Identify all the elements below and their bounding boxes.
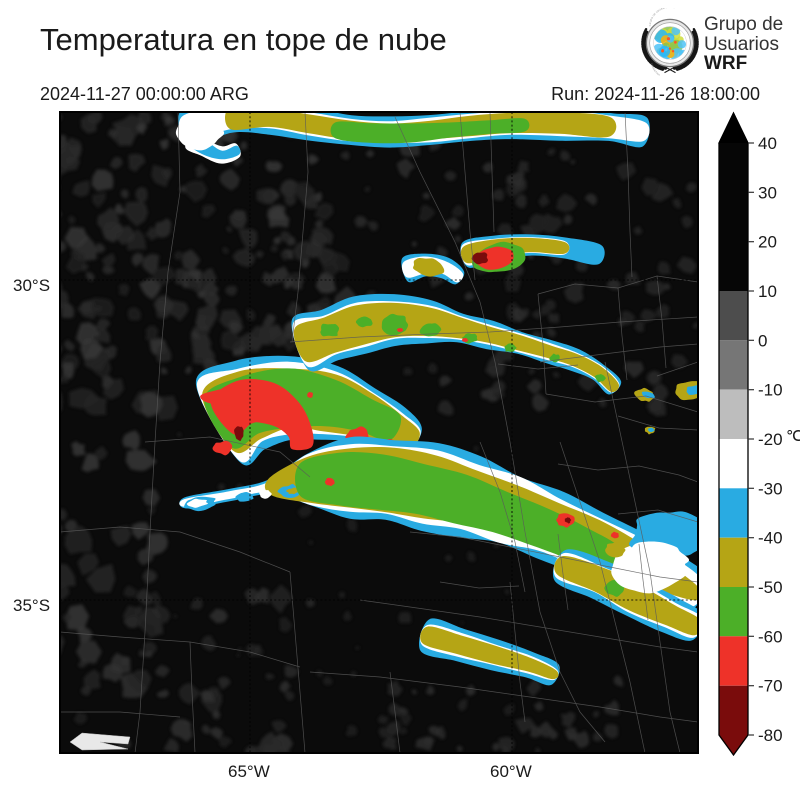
svg-text:-60: -60 xyxy=(758,627,783,646)
svg-text:0: 0 xyxy=(758,331,767,350)
svg-text:20: 20 xyxy=(758,233,777,252)
svg-text:30: 30 xyxy=(758,183,777,202)
svg-text:℃: ℃ xyxy=(786,428,800,445)
svg-text:-10: -10 xyxy=(758,381,783,400)
svg-text:-70: -70 xyxy=(758,677,783,696)
svg-text:-50: -50 xyxy=(758,578,783,597)
svg-text:-40: -40 xyxy=(758,529,783,548)
svg-text:-20: -20 xyxy=(758,430,783,449)
svg-text:40: 40 xyxy=(758,134,777,153)
svg-text:-30: -30 xyxy=(758,479,783,498)
svg-text:-80: -80 xyxy=(758,726,783,745)
svg-text:10: 10 xyxy=(758,282,777,301)
